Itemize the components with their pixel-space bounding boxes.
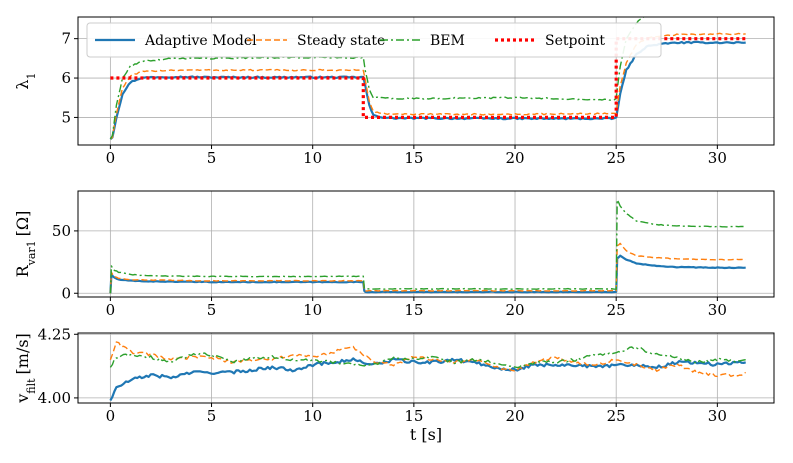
ylabel-wind: vfilt[m/s]	[13, 333, 38, 404]
x-tick-label: 20	[505, 301, 524, 319]
xlabel-time: t [s]	[410, 425, 442, 444]
series-line-bem	[109, 17, 645, 140]
x-tick-label: 5	[207, 407, 217, 425]
series-line-bem	[109, 346, 746, 369]
series-line-steady-state	[109, 341, 746, 378]
ticks-wind: 0 5 10 15 20 25 30 4.00 4.25	[38, 325, 727, 425]
ylabel-lambda: λ1	[13, 72, 38, 89]
x-tick-label: 10	[303, 149, 322, 167]
x-tick-label: 25	[607, 301, 626, 319]
y-tick-label: 4.00	[38, 389, 71, 407]
x-tick-label: 5	[207, 301, 217, 319]
grid-wind	[78, 333, 774, 403]
legend: Adaptive Model Steady state BEM Setpoint	[86, 22, 662, 58]
x-tick-label: 30	[708, 149, 727, 167]
axes-frame-resistance	[77, 190, 775, 298]
legend-label: Adaptive Model	[144, 33, 257, 49]
x-tick-label: 10	[303, 407, 322, 425]
x-tick-label: 10	[303, 301, 322, 319]
series-resistance	[109, 199, 746, 294]
y-tick-label: 0	[61, 284, 71, 302]
x-tick-label: 15	[404, 301, 423, 319]
axes-frame-lambda	[77, 16, 775, 146]
panel-lambda: 0 5 10 15 20 25 30 5 6 7 λ1 Adaptive Model Steady …	[13, 16, 775, 167]
legend-label: Steady state	[297, 33, 385, 49]
x-tick-label: 5	[207, 149, 217, 167]
ticks-lambda: 0 5 10 15 20 25 30 5 6 7	[61, 30, 726, 167]
panel-resistance: 0 5 10 15 20 25 30 0 50 Rvar1[Ω]	[13, 190, 775, 319]
legend-box	[86, 22, 662, 58]
series-line-adaptive-model	[109, 254, 746, 294]
axes-frame-wind	[77, 332, 775, 404]
x-tick-label: 0	[106, 301, 116, 319]
legend-label: BEM	[430, 33, 465, 49]
ticks-resistance: 0 5 10 15 20 25 30 0 50	[52, 222, 727, 319]
x-tick-label: 15	[404, 407, 423, 425]
x-tick-label: 15	[404, 149, 423, 167]
x-tick-label: 25	[607, 407, 626, 425]
y-tick-label: 50	[52, 222, 71, 240]
panel-wind: 0 5 10 15 20 25 30 4.00 4.25 vfilt[m/s] t [s]	[13, 325, 775, 444]
x-tick-label: 30	[708, 407, 727, 425]
series-line-steady-state	[109, 242, 746, 294]
series-line-bem	[109, 199, 746, 294]
y-tick-label: 7	[61, 30, 71, 48]
y-tick-label: 5	[61, 108, 71, 126]
x-tick-label: 30	[708, 301, 727, 319]
x-tick-label: 20	[505, 149, 524, 167]
series-wind	[109, 341, 747, 402]
series-line-setpoint	[110, 37, 746, 119]
y-tick-label: 4.25	[38, 325, 71, 343]
ylabel-resistance: Rvar1[Ω]	[13, 211, 38, 278]
x-tick-label: 0	[106, 407, 116, 425]
y-tick-label: 6	[61, 69, 71, 87]
legend-label: Setpoint	[545, 33, 605, 49]
x-tick-label: 0	[106, 149, 116, 167]
x-tick-label: 25	[607, 149, 626, 167]
x-tick-label: 20	[505, 407, 524, 425]
